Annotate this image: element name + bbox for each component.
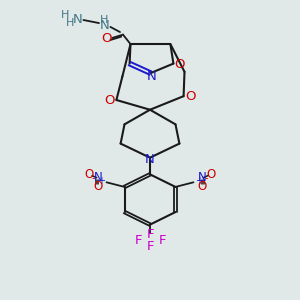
- Text: H: H: [61, 10, 70, 20]
- Text: O: O: [174, 58, 185, 71]
- Text: N: N: [146, 70, 156, 83]
- Text: F: F: [134, 234, 142, 247]
- Text: N: N: [94, 171, 103, 184]
- Text: N: N: [73, 13, 82, 26]
- Text: -: -: [92, 173, 95, 183]
- Text: +: +: [195, 176, 203, 186]
- Text: +: +: [97, 176, 105, 186]
- Text: H: H: [65, 18, 74, 28]
- Text: O: O: [101, 32, 112, 46]
- Text: N: N: [100, 19, 109, 32]
- Text: H: H: [100, 15, 109, 25]
- Text: O: O: [185, 90, 196, 103]
- Text: O: O: [94, 180, 103, 193]
- Text: O: O: [105, 94, 115, 106]
- Text: O: O: [197, 180, 206, 193]
- Text: -: -: [205, 173, 208, 183]
- Text: F: F: [146, 228, 154, 242]
- Text: F: F: [146, 240, 154, 253]
- Text: N: N: [197, 171, 206, 184]
- Text: O: O: [206, 168, 215, 181]
- Text: O: O: [85, 168, 94, 181]
- Text: F: F: [158, 234, 166, 247]
- Text: N: N: [145, 153, 155, 166]
